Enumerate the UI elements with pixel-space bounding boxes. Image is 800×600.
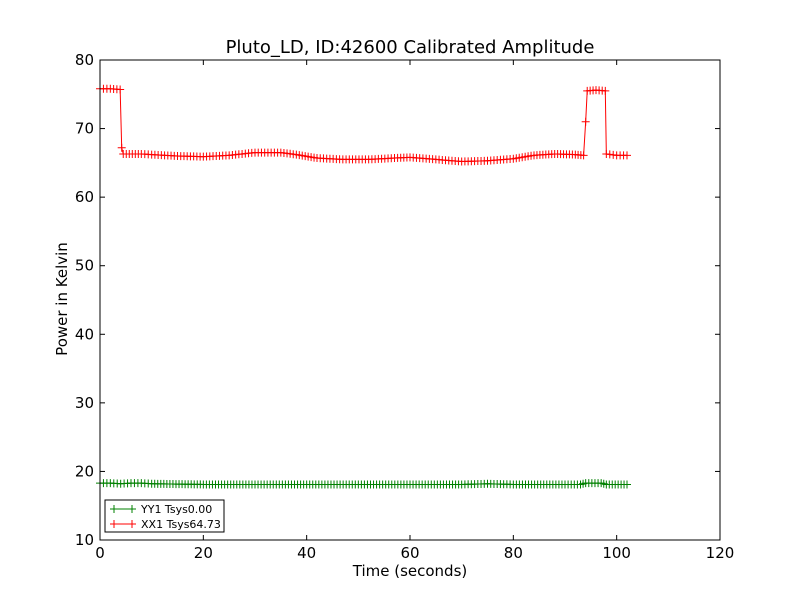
data-point-marker — [623, 151, 631, 160]
data-point-marker — [601, 86, 610, 95]
legend-marker — [113, 505, 133, 513]
data-point-marker — [117, 143, 126, 152]
x-tick-label: 60 — [400, 544, 419, 562]
y-axis-label: Power in Kelvin — [53, 242, 71, 356]
series-1 — [96, 479, 631, 489]
legend: YY1 Tsys0.00 XX1 Tsys64.73 — [104, 499, 225, 533]
y-tick-label: 40 — [75, 325, 94, 343]
y-tick-label: 20 — [75, 462, 94, 480]
y-tick-label: 80 — [75, 51, 94, 69]
legend-marker — [113, 520, 133, 528]
x-tick-label: 20 — [194, 544, 213, 562]
series-2 — [96, 84, 631, 166]
legend-box — [104, 499, 225, 533]
y-tick-label: 50 — [75, 257, 94, 275]
data-point-marker — [581, 117, 590, 126]
legend-label: XX1 Tsys64.73 — [141, 518, 221, 531]
data-point-marker — [579, 151, 588, 160]
y-tick-label: 60 — [75, 188, 94, 206]
legend-item: YY1 Tsys0.00 — [110, 503, 212, 516]
x-tick-label: 40 — [297, 544, 316, 562]
series-line — [100, 88, 627, 162]
x-tick-label: 100 — [602, 544, 631, 562]
legend-item: XX1 Tsys64.73 — [110, 518, 221, 531]
data-point-marker — [116, 85, 125, 94]
x-tick-label: 80 — [504, 544, 523, 562]
axes-frame — [99, 59, 721, 541]
x-tick-label: 120 — [706, 544, 735, 562]
y-tick-label: 10 — [75, 531, 94, 549]
y-tick-label: 70 — [75, 120, 94, 138]
plot-area: 0 20 40 60 80 100 120 10 20 30 40 50 60 70 80 — [75, 51, 734, 562]
chart-title: Pluto_LD, ID:42600 Calibrated Amplitude — [226, 37, 595, 58]
x-axis-label: Time (seconds) — [352, 562, 468, 580]
data-point-marker — [623, 480, 631, 489]
y-tick-label: 30 — [75, 394, 94, 412]
legend-label: YY1 Tsys0.00 — [140, 503, 212, 516]
x-tick-label: 0 — [95, 544, 105, 562]
